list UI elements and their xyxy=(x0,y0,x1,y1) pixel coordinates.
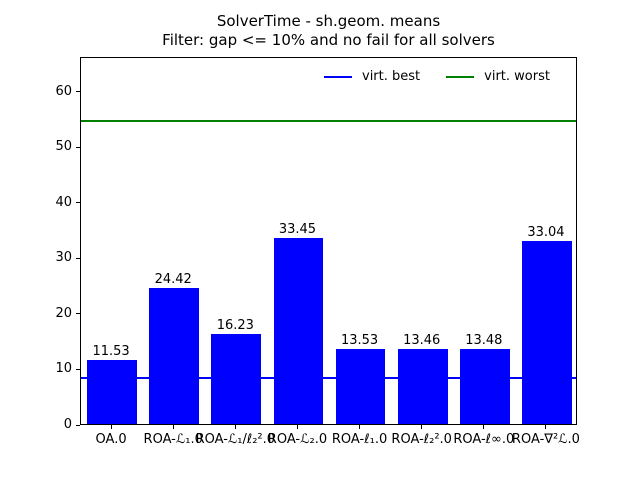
x-tick-label: ROA-ℓ∞.0 xyxy=(453,432,515,447)
bar xyxy=(87,360,137,424)
y-tick-mark xyxy=(76,313,80,315)
bar xyxy=(459,349,510,424)
y-tick-mark xyxy=(76,91,80,93)
bar-value-label: 11.53 xyxy=(92,344,130,359)
y-tick-mark xyxy=(76,424,80,426)
chart-title-block: SolverTime - sh.geom. means Filter: gap … xyxy=(80,12,577,50)
x-tick-label: ROA-ℒ₁.0 xyxy=(143,432,203,447)
legend-entry: virt. worst xyxy=(446,69,550,85)
bar-value-label: 33.04 xyxy=(527,224,565,240)
bar xyxy=(335,348,386,424)
y-tick-label: 30 xyxy=(55,250,72,266)
x-tick-mark xyxy=(483,425,485,429)
hline-virt-worst xyxy=(81,119,576,122)
x-tick-label: ROA-∇²ℒ.0 xyxy=(511,432,580,447)
y-tick-mark xyxy=(76,257,80,259)
x-tick-mark xyxy=(110,425,112,429)
legend-entry: virt. best xyxy=(324,69,420,85)
y-tick-mark xyxy=(76,368,80,370)
bar-value-label: 24.42 xyxy=(154,272,192,288)
y-tick-mark xyxy=(76,146,80,148)
bar-value-label: 33.45 xyxy=(278,222,317,238)
chart-title: SolverTime - sh.geom. means xyxy=(216,12,441,30)
x-tick-label: ROA-ℒ₁/ℓ₂².0 xyxy=(195,432,276,447)
y-tick-label: 50 xyxy=(55,139,72,155)
bar-value-label: 16.23 xyxy=(216,317,254,333)
chart-subtitle: Filter: gap <= 10% and no fail for all s… xyxy=(162,31,495,49)
x-tick-label: ROA-ℓ₂².0 xyxy=(391,432,452,447)
hline-virt-best xyxy=(81,377,576,380)
bar xyxy=(273,238,324,424)
x-tick-mark xyxy=(172,425,174,429)
bar-value-label: 13.46 xyxy=(403,333,441,349)
y-tick-label: 20 xyxy=(55,305,72,321)
bar xyxy=(522,240,572,424)
bar xyxy=(149,288,200,424)
legend-label: virt. best xyxy=(362,69,421,84)
bar-value-label: 13.48 xyxy=(465,333,503,349)
legend: virt. best virt. worst xyxy=(324,69,550,85)
y-tick-label: 40 xyxy=(55,194,72,210)
x-tick-label: ROA-ℓ₁.0 xyxy=(331,432,388,447)
x-tick-mark xyxy=(545,425,547,429)
x-tick-mark xyxy=(359,425,361,429)
plot-area: virt. best virt. worst xyxy=(80,57,577,425)
y-tick-mark xyxy=(76,202,80,204)
x-tick-mark xyxy=(234,425,236,429)
legend-line-sample xyxy=(324,76,352,78)
x-tick-label: OA.0 xyxy=(95,432,127,447)
x-tick-mark xyxy=(421,425,423,429)
x-tick-label: ROA-ℒ₂.0 xyxy=(267,432,328,447)
y-tick-label: 60 xyxy=(55,83,72,99)
y-tick-label: 0 xyxy=(63,417,72,432)
x-tick-mark xyxy=(296,425,298,429)
legend-line-sample xyxy=(446,76,475,78)
bar xyxy=(397,349,448,424)
y-tick-label: 10 xyxy=(55,361,72,377)
legend-label: virt. worst xyxy=(484,69,550,84)
bar-value-label: 13.53 xyxy=(340,332,379,348)
